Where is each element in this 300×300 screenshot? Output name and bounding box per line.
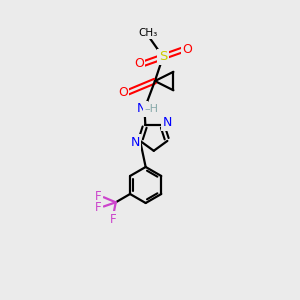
Text: O: O: [182, 44, 192, 56]
Text: F: F: [110, 213, 116, 226]
Text: S: S: [159, 50, 167, 63]
Text: F: F: [95, 190, 102, 202]
Text: O: O: [134, 57, 144, 70]
Text: F: F: [95, 201, 102, 214]
Text: N: N: [137, 102, 146, 115]
Text: CH₃: CH₃: [138, 28, 158, 38]
Text: –H: –H: [144, 104, 158, 114]
Text: N: N: [130, 136, 140, 148]
Text: N: N: [163, 116, 172, 129]
Text: O: O: [118, 86, 128, 99]
